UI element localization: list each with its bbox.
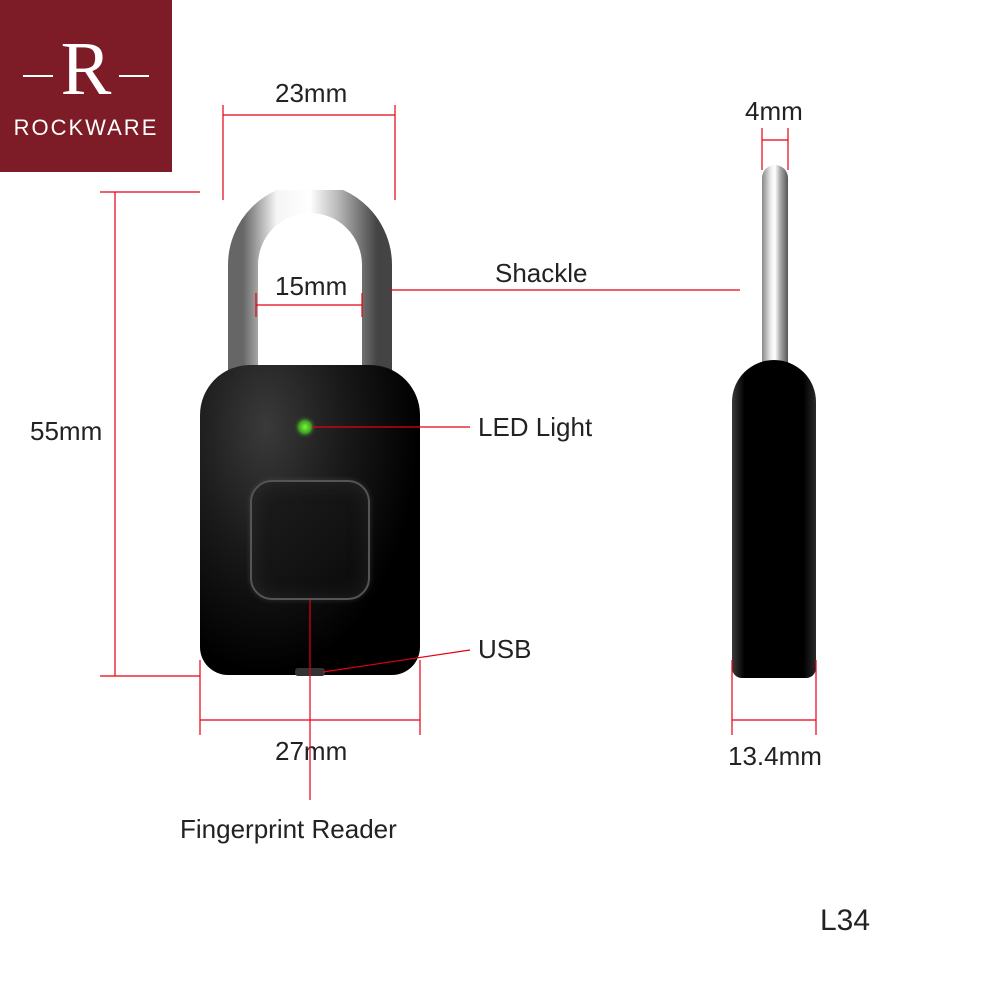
brand-letter: R [61, 31, 112, 107]
led-indicator [298, 420, 312, 434]
brand-logo: R ROCKWARE [0, 0, 172, 172]
shackle-front [225, 190, 395, 390]
label-fingerprint: Fingerprint Reader [180, 814, 397, 844]
dim-body-width: 27mm [275, 736, 347, 766]
label-usb: USB [478, 634, 531, 664]
label-shackle: Shackle [495, 258, 588, 288]
brand-name: ROCKWARE [14, 115, 159, 141]
usb-port [295, 668, 325, 676]
dim-side-width: 13.4mm [728, 741, 822, 771]
lock-body-side [732, 360, 816, 678]
fingerprint-reader [250, 480, 370, 600]
dim-height: 55mm [30, 416, 102, 446]
label-led: LED Light [478, 412, 593, 442]
model-number: L34 [820, 904, 870, 937]
dim-shackle-outer: 23mm [275, 78, 347, 108]
shackle-side [762, 165, 788, 385]
dim-shackle-thick: 4mm [745, 96, 803, 126]
